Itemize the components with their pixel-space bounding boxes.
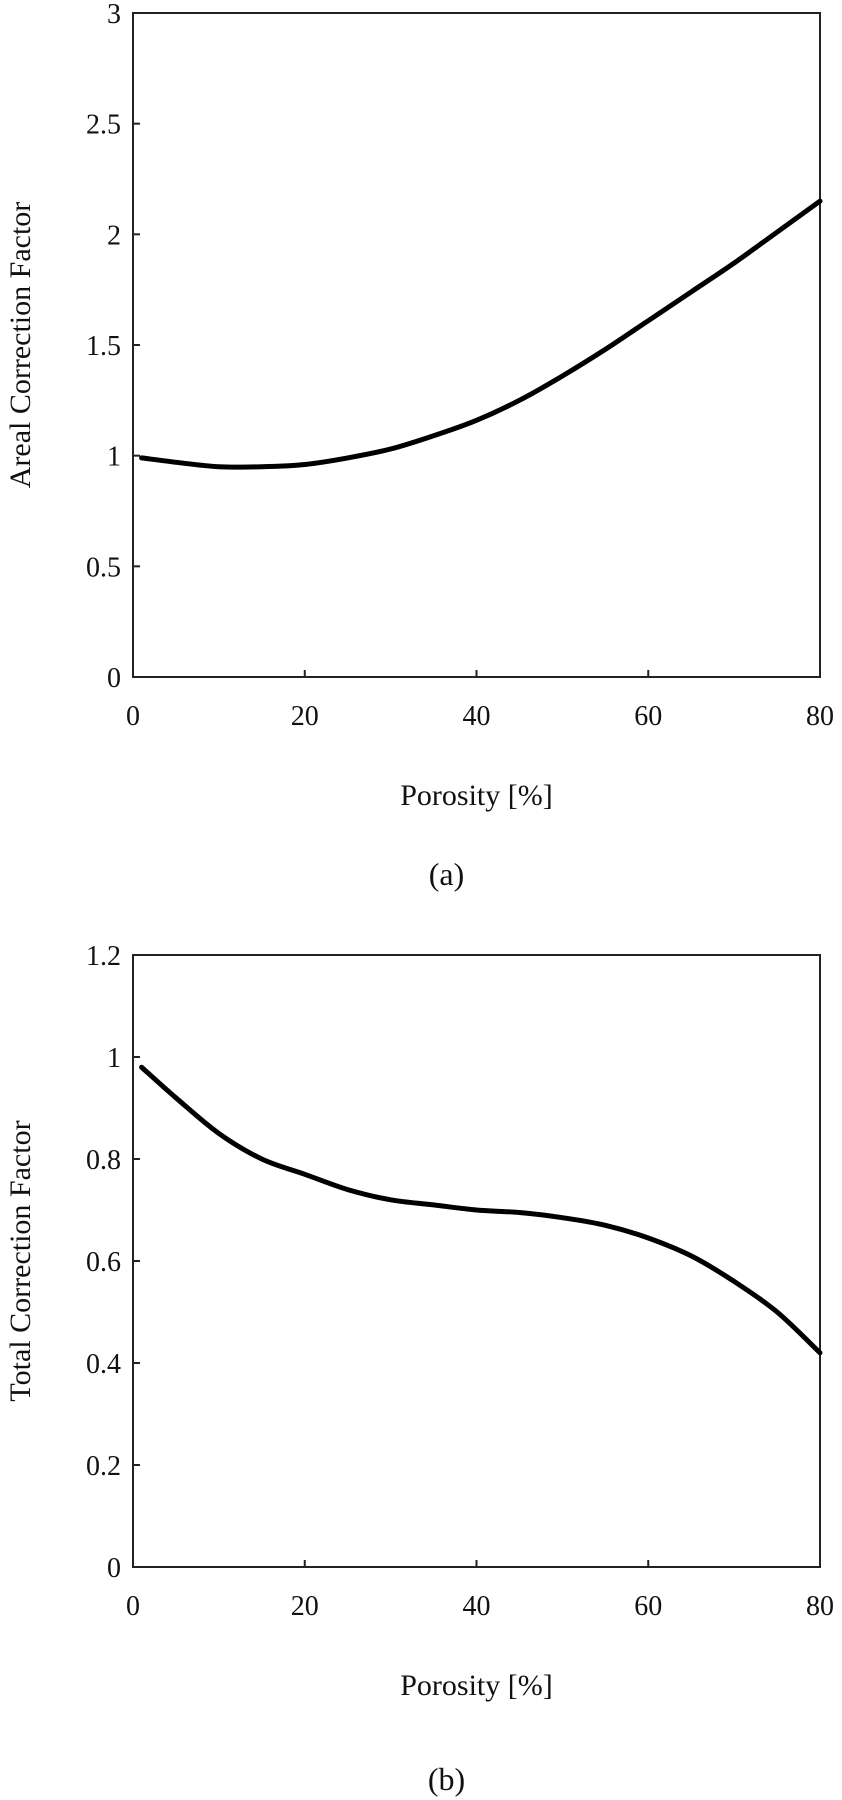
y-tick-label-a: 0	[107, 663, 121, 694]
y-tick-label-a: 2	[107, 220, 121, 251]
y-axis-title-b: Total Correction Factor	[4, 1120, 37, 1401]
y-tick-label-a: 1	[107, 442, 121, 473]
y-tick-label-b: 0	[107, 1553, 121, 1584]
plot-frame-a	[132, 12, 821, 678]
panel-caption-a: (a)	[429, 856, 465, 892]
x-tick-label-a: 60	[634, 701, 662, 732]
panel-caption-b: (b)	[428, 1761, 465, 1797]
y-tick-label-b: 0.8	[86, 1145, 121, 1176]
x-tick-label-b: 80	[806, 1591, 834, 1622]
y-tick-label-b: 0.6	[86, 1247, 121, 1278]
x-tick-label-a: 40	[463, 701, 491, 732]
x-tick-label-b: 0	[126, 1591, 140, 1622]
x-axis-title-b: Porosity [%]	[400, 1669, 553, 1702]
x-tick-label-b: 20	[291, 1591, 319, 1622]
series-line-a-0	[139, 198, 823, 470]
x-tick-label-b: 60	[634, 1591, 662, 1622]
chart-panel-a: 0 0.5 1 1.5 2 2.5 3 0 20 40 60 80 Porosity [%] Areal …	[4, 0, 834, 892]
x-tick-label-b: 40	[463, 1591, 491, 1622]
y-axis-title-a: Areal Correction Factor	[4, 202, 37, 489]
y-tick-label-a: 2.5	[86, 110, 121, 141]
series-line-b-0	[139, 1064, 823, 1356]
y-tick-label-a: 1.5	[86, 331, 121, 362]
y-tick-label-b: 0.2	[86, 1451, 121, 1482]
chart-panel-b: 0 0.2 0.4 0.6 0.8 1 1.2 0 20 40 60 80 Porosity [%] To…	[4, 941, 834, 1797]
y-tick-label-a: 3	[107, 0, 121, 30]
plot-frame-b	[132, 954, 821, 1568]
x-tick-label-a: 0	[126, 701, 140, 732]
x-tick-label-a: 80	[806, 701, 834, 732]
y-tick-label-a: 0.5	[86, 552, 121, 583]
x-tick-label-a: 20	[291, 701, 319, 732]
y-tick-label-b: 0.4	[86, 1349, 121, 1380]
y-tick-label-b: 1.2	[86, 941, 121, 972]
x-axis-title-a: Porosity [%]	[400, 779, 553, 812]
y-tick-label-b: 1	[107, 1043, 121, 1074]
